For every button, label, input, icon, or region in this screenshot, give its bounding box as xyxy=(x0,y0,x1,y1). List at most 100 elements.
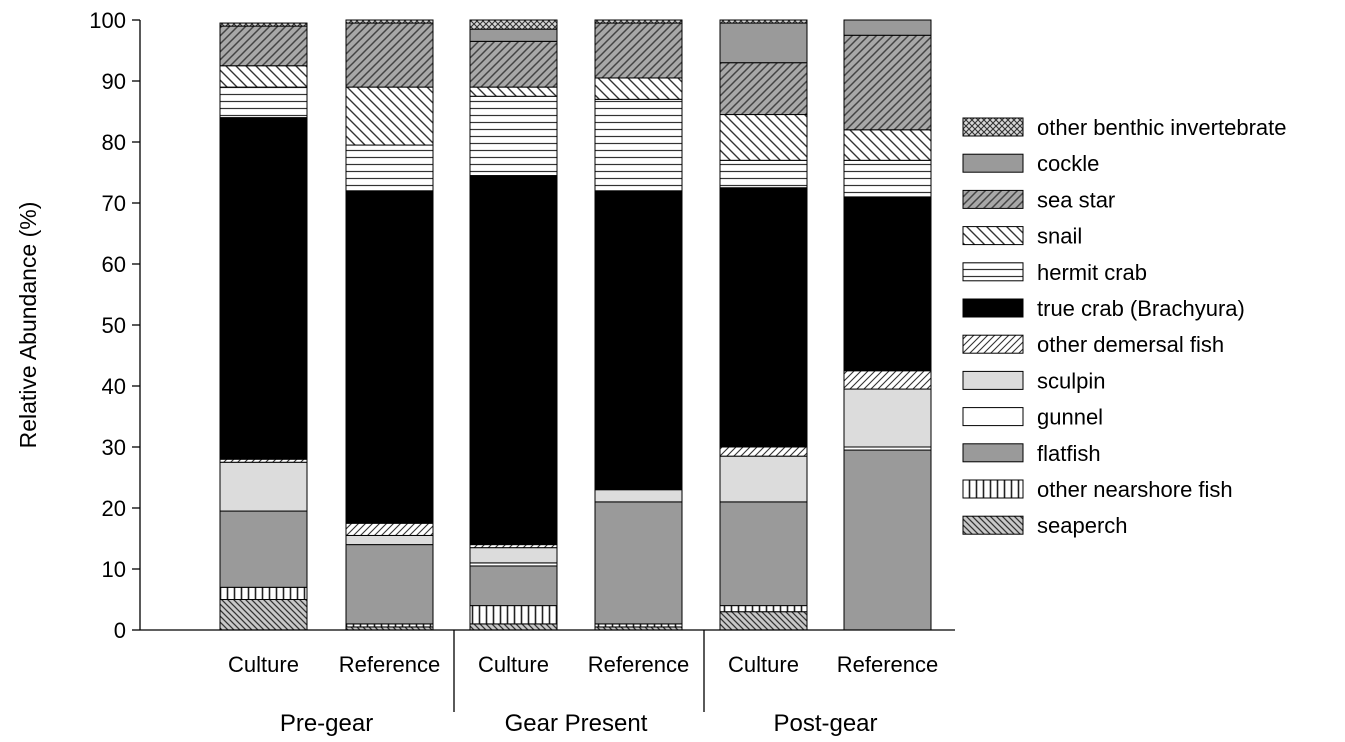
bar-segment-snail-2 xyxy=(469,86,558,97)
legend-label-cockle: cockle xyxy=(1037,151,1099,176)
bars-layer xyxy=(219,19,932,631)
bar-segment-snail-1 xyxy=(345,86,434,146)
legend-label-sea-star: sea star xyxy=(1037,187,1115,212)
bar-segment-other-benthic-invertebrate-0 xyxy=(219,22,308,27)
x-category-label-0: Culture xyxy=(228,652,299,677)
bar-segment-true-crab-brachyura--0 xyxy=(219,117,308,460)
bar-segment-other-demersal-fish-5 xyxy=(843,370,932,390)
bar-segment-sculpin-4 xyxy=(719,455,808,503)
legend-label-hermit-crab: hermit crab xyxy=(1037,260,1147,285)
bar-segment-flatfish-1 xyxy=(345,544,434,625)
x-category-label-1: Reference xyxy=(339,652,441,677)
bar-segment-other-benthic-invertebrate-2 xyxy=(469,19,558,30)
legend-swatch-sculpin xyxy=(962,370,1024,390)
bar-segment-sea-star-5 xyxy=(843,34,932,131)
bar-segment-other-nearshore-fish-4 xyxy=(719,605,808,613)
legend-swatch-hermit-crab xyxy=(962,262,1024,282)
bar-segment-true-crab-brachyura--5 xyxy=(843,196,932,372)
legend-label-snail: snail xyxy=(1037,224,1082,249)
bar-segment-sculpin-2 xyxy=(469,547,558,564)
y-tick-label-0: 0 xyxy=(114,618,126,643)
bar-segment-flatfish-3 xyxy=(594,501,683,625)
bar-segment-seaperch-0 xyxy=(219,599,308,631)
bar-segment-seaperch-2 xyxy=(469,623,558,631)
bar-segment-flatfish-4 xyxy=(719,501,808,607)
y-tick-label-70: 70 xyxy=(102,191,126,216)
y-tick-label-40: 40 xyxy=(102,374,126,399)
bar-segment-other-benthic-invertebrate-1 xyxy=(345,19,434,24)
y-tick-label-60: 60 xyxy=(102,252,126,277)
bar-segment-hermit-crab-4 xyxy=(719,159,808,189)
bar-segment-sea-star-3 xyxy=(594,22,683,79)
bar-segment-snail-0 xyxy=(219,65,308,88)
bar-segment-sea-star-0 xyxy=(219,25,308,67)
group-label-2: Post-gear xyxy=(773,710,877,737)
bar-segment-cockle-5 xyxy=(843,19,932,36)
y-tick-label-100: 100 xyxy=(89,8,126,33)
bar-segment-true-crab-brachyura--4 xyxy=(719,187,808,448)
bar-segment-snail-4 xyxy=(719,114,808,161)
legend-swatch-other-benthic-invertebrate xyxy=(962,117,1024,137)
x-category-label-2: Culture xyxy=(478,652,549,677)
y-tick-label-80: 80 xyxy=(102,130,126,155)
bar-segment-snail-5 xyxy=(843,129,932,161)
y-tick-label-90: 90 xyxy=(102,69,126,94)
x-category-label-3: Reference xyxy=(588,652,690,677)
bar-segment-hermit-crab-2 xyxy=(469,95,558,177)
legend-swatch-cockle xyxy=(962,153,1024,173)
bar-segment-true-crab-brachyura--2 xyxy=(469,175,558,546)
y-ticks-layer: 0 10 20 30 40 50 60 70 80 90 100 xyxy=(89,8,140,643)
legend-label-sculpin: sculpin xyxy=(1037,368,1105,393)
legend-swatch-sea-star xyxy=(962,189,1024,209)
bar-segment-other-benthic-invertebrate-4 xyxy=(719,19,808,24)
legend-label-other-nearshore-fish: other nearshore fish xyxy=(1037,477,1233,502)
bar-segment-true-crab-brachyura--3 xyxy=(594,190,683,491)
legend-label-other-demersal-fish: other demersal fish xyxy=(1037,332,1224,357)
y-tick-label-10: 10 xyxy=(102,557,126,582)
bar-segment-other-demersal-fish-1 xyxy=(345,522,434,536)
legend-swatch-true-crab-brachyura- xyxy=(962,298,1024,318)
legend-swatch-flatfish xyxy=(962,443,1024,463)
y-tick-label-20: 20 xyxy=(102,496,126,521)
group-label-0: Pre-gear xyxy=(280,710,373,737)
bar-segment-seaperch-4 xyxy=(719,611,808,631)
legend-swatch-seaperch xyxy=(962,515,1024,535)
bar-segment-hermit-crab-3 xyxy=(594,98,683,192)
bar-segment-flatfish-0 xyxy=(219,510,308,588)
legend-label-seaperch: seaperch xyxy=(1037,513,1128,538)
x-category-label-4: Culture xyxy=(728,652,799,677)
legend-label-flatfish: flatfish xyxy=(1037,441,1101,466)
y-tick-label-50: 50 xyxy=(102,313,126,338)
bar-segment-flatfish-2 xyxy=(469,565,558,607)
bar-segment-sculpin-5 xyxy=(843,388,932,448)
bar-segment-sea-star-1 xyxy=(345,22,434,88)
bar-segment-sculpin-1 xyxy=(345,534,434,546)
legend-label-gunnel: gunnel xyxy=(1037,405,1103,430)
legend-swatch-other-nearshore-fish xyxy=(962,479,1024,499)
bar-segment-hermit-crab-5 xyxy=(843,159,932,198)
bar-segment-sculpin-3 xyxy=(594,489,683,503)
bar-segment-cockle-4 xyxy=(719,22,808,64)
bar-segment-sculpin-0 xyxy=(219,461,308,512)
bar-segment-sea-star-4 xyxy=(719,62,808,116)
bar-segment-cockle-2 xyxy=(469,28,558,42)
x-labels-layer: Culture Reference Culture Reference Culture R… xyxy=(228,652,938,737)
legend: other benthic invertebrate cockle sea star… xyxy=(962,115,1287,538)
bar-segment-snail-3 xyxy=(594,77,683,100)
legend-label-true-crab-brachyura-: true crab (Brachyura) xyxy=(1037,296,1245,321)
bar-segment-other-benthic-invertebrate-3 xyxy=(594,19,683,24)
bar-segment-flatfish-5 xyxy=(843,449,932,631)
bar-segment-hermit-crab-1 xyxy=(345,144,434,192)
legend-swatch-other-demersal-fish xyxy=(962,334,1024,354)
legend-swatch-gunnel xyxy=(962,407,1024,427)
bar-segment-sea-star-2 xyxy=(469,40,558,88)
group-label-1: Gear Present xyxy=(505,710,648,737)
bar-segment-true-crab-brachyura--1 xyxy=(345,190,434,524)
bar-segment-other-nearshore-fish-2 xyxy=(469,605,558,625)
legend-swatch-snail xyxy=(962,226,1024,246)
bar-segment-other-nearshore-fish-0 xyxy=(219,586,308,600)
y-tick-label-30: 30 xyxy=(102,435,126,460)
legend-label-other-benthic-invertebrate: other benthic invertebrate xyxy=(1037,115,1287,140)
bar-segment-other-demersal-fish-4 xyxy=(719,446,808,457)
